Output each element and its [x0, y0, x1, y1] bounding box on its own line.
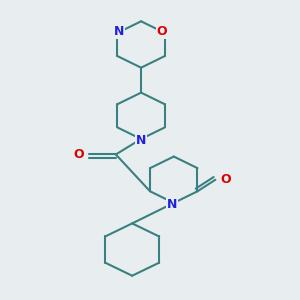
- Text: O: O: [157, 25, 167, 38]
- Text: N: N: [136, 134, 146, 147]
- Text: O: O: [221, 173, 231, 186]
- Text: O: O: [73, 148, 84, 161]
- Text: N: N: [167, 198, 178, 211]
- Text: N: N: [114, 25, 124, 38]
